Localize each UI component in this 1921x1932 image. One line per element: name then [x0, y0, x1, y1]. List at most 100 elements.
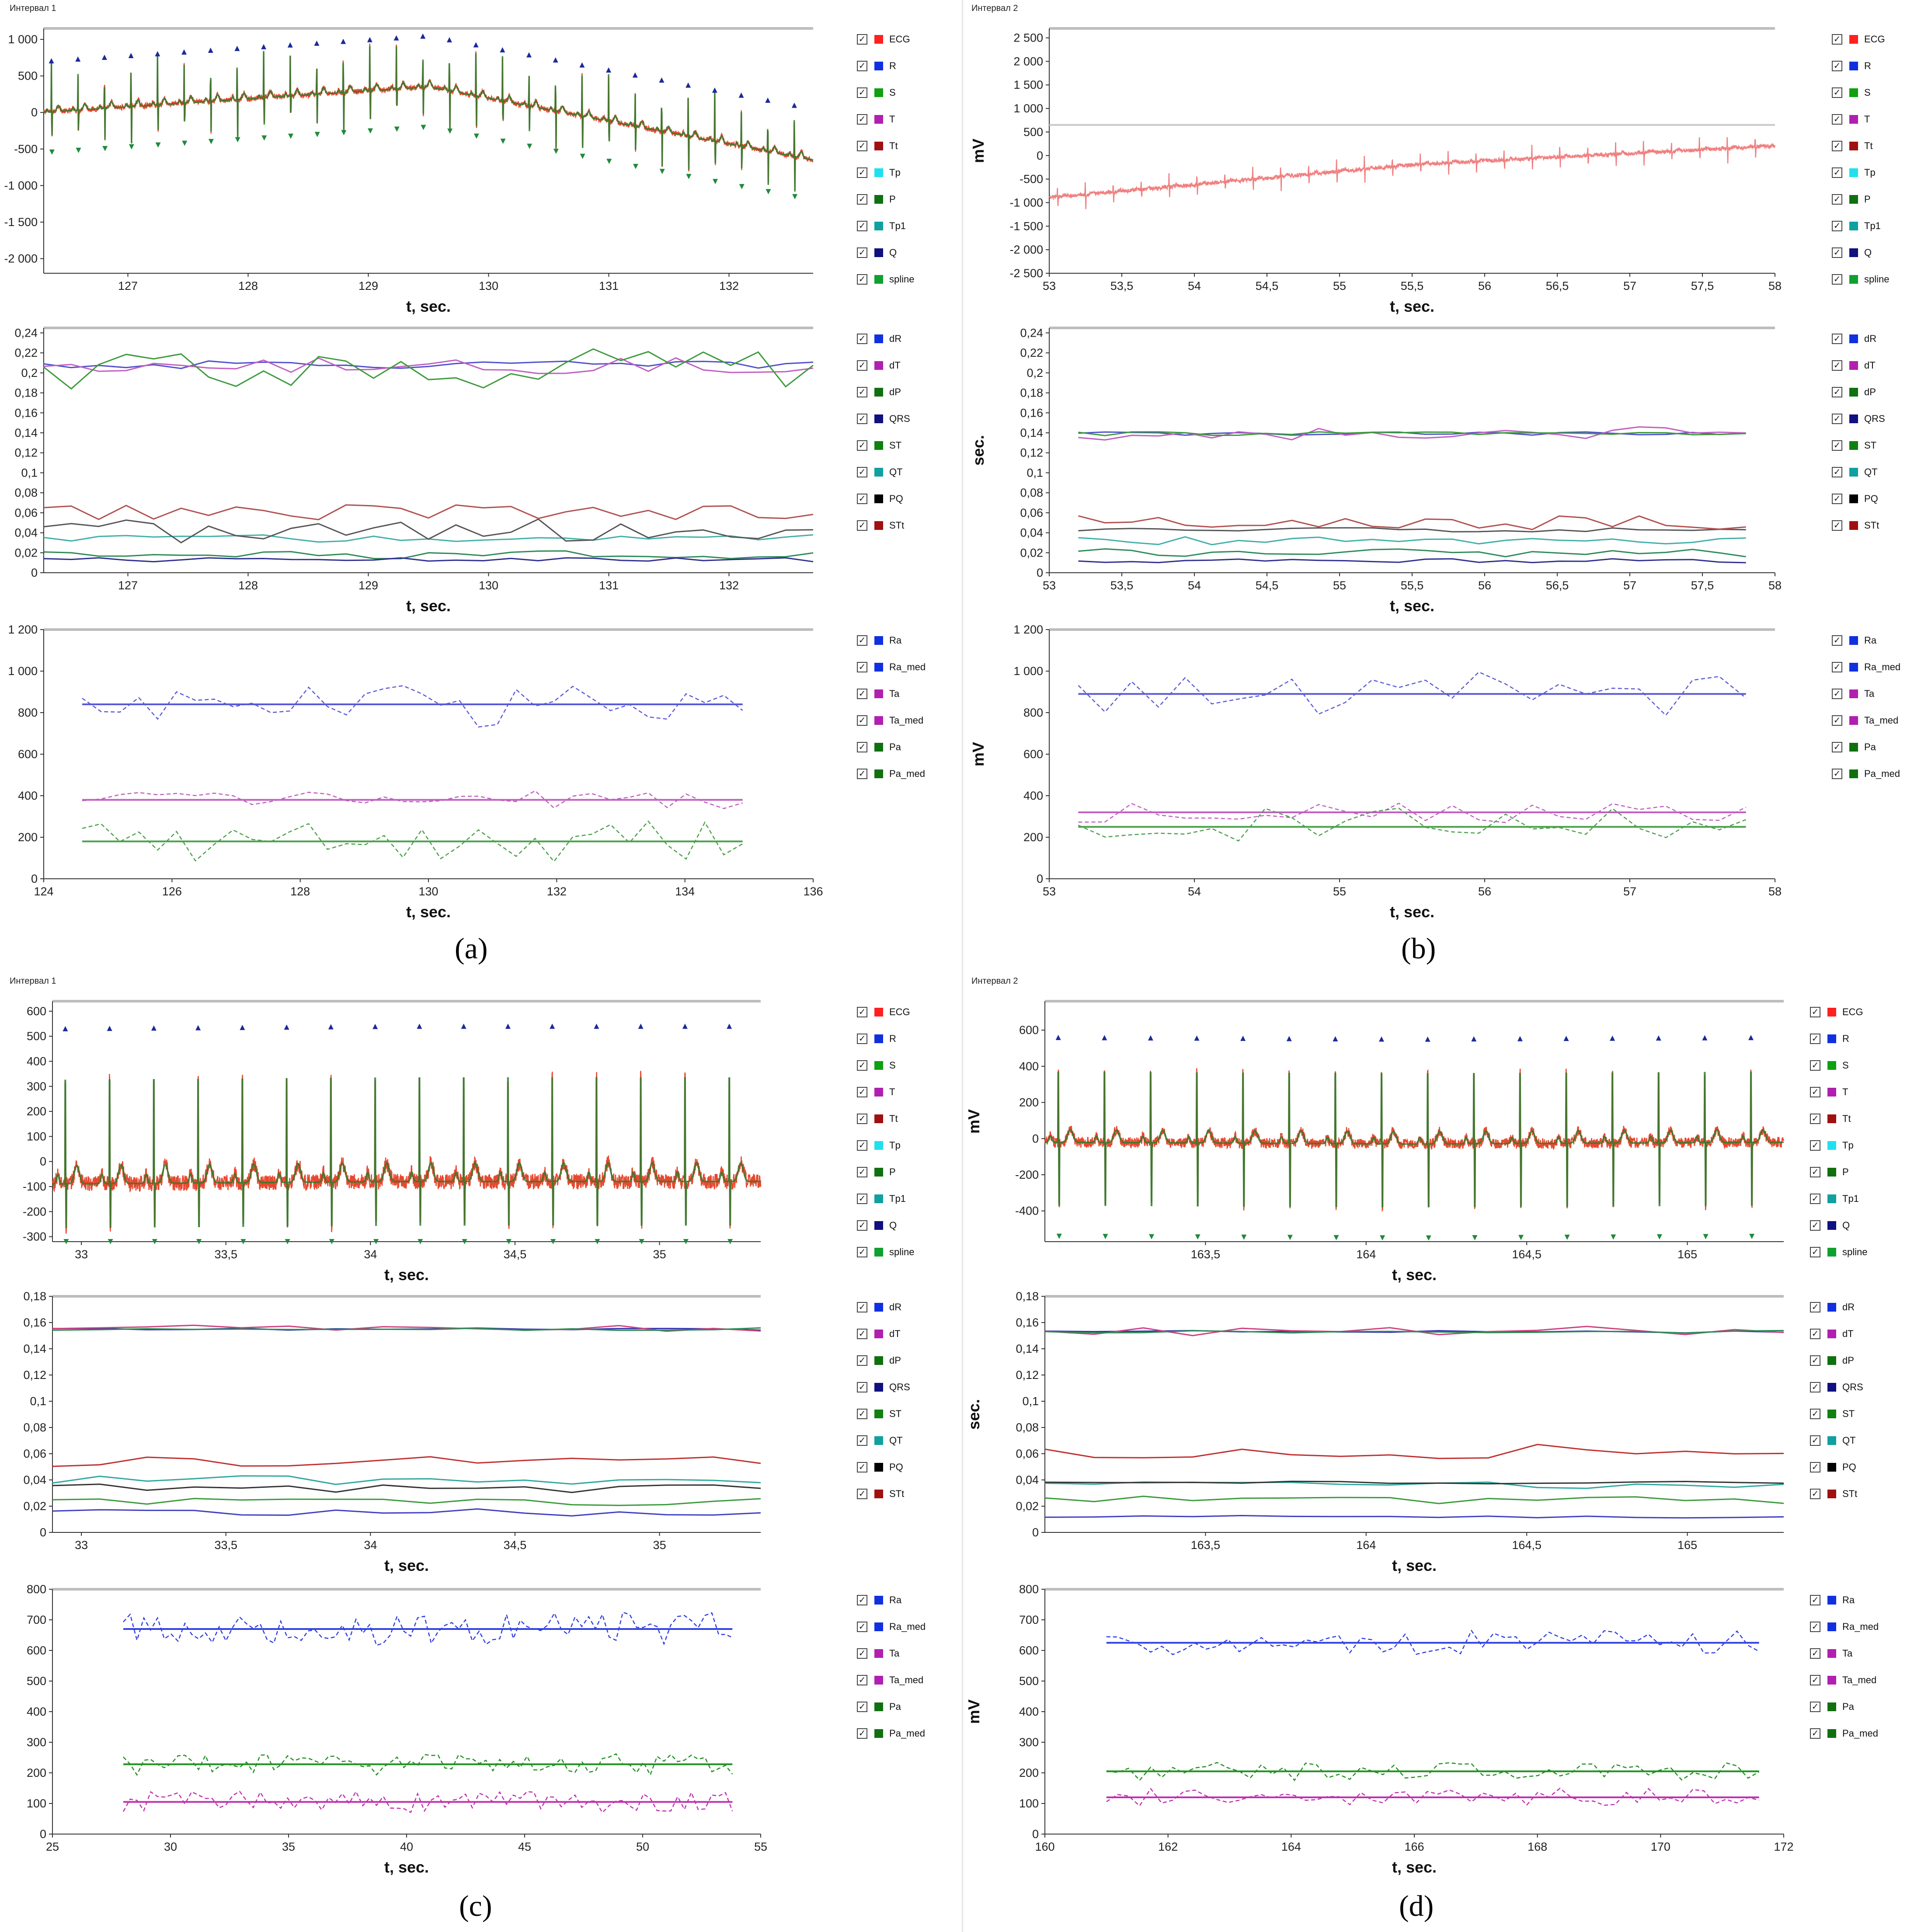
legend-item-ta[interactable]: ✓ Ta — [1832, 687, 1874, 700]
legend-checkbox-icon[interactable]: ✓ — [857, 414, 867, 424]
legend-item-ta_med[interactable]: ✓ Ta_med — [857, 1674, 923, 1687]
legend-item-tt[interactable]: ✓ Tt — [857, 139, 898, 153]
legend-checkbox-icon[interactable]: ✓ — [857, 1382, 867, 1392]
legend-item-spline[interactable]: ✓ spline — [857, 1246, 914, 1259]
legend-item-spline[interactable]: ✓ spline — [1810, 1246, 1867, 1259]
legend-checkbox-icon[interactable]: ✓ — [1810, 1489, 1820, 1499]
legend-checkbox-icon[interactable]: ✓ — [857, 1728, 867, 1739]
legend-item-ecg[interactable]: ✓ ECG — [857, 1006, 910, 1019]
legend-checkbox-icon[interactable]: ✓ — [857, 194, 867, 205]
legend-item-dr[interactable]: ✓ dR — [1810, 1301, 1855, 1314]
legend-checkbox-icon[interactable]: ✓ — [857, 221, 867, 231]
legend-checkbox-icon[interactable]: ✓ — [1832, 167, 1842, 178]
legend-checkbox-icon[interactable]: ✓ — [857, 635, 867, 646]
legend-checkbox-icon[interactable]: ✓ — [1810, 1728, 1820, 1739]
legend-item-qt[interactable]: ✓ QT — [1810, 1434, 1856, 1447]
legend-checkbox-icon[interactable]: ✓ — [1832, 635, 1842, 646]
legend-checkbox-icon[interactable]: ✓ — [857, 662, 867, 672]
legend-checkbox-icon[interactable]: ✓ — [857, 167, 867, 178]
legend-item-pa[interactable]: ✓ Pa — [1810, 1700, 1854, 1713]
legend-item-r[interactable]: ✓ R — [857, 59, 896, 73]
legend-checkbox-icon[interactable]: ✓ — [857, 1007, 867, 1017]
legend-checkbox-icon[interactable]: ✓ — [857, 494, 867, 504]
legend-checkbox-icon[interactable]: ✓ — [1832, 34, 1842, 45]
legend-checkbox-icon[interactable]: ✓ — [1810, 1462, 1820, 1472]
legend-item-st[interactable]: ✓ ST — [1810, 1407, 1855, 1420]
legend-item-pa[interactable]: ✓ Pa — [857, 741, 901, 754]
legend-item-pa_med[interactable]: ✓ Pa_med — [1832, 767, 1900, 780]
legend-checkbox-icon[interactable]: ✓ — [857, 1302, 867, 1312]
legend-checkbox-icon[interactable]: ✓ — [1810, 1622, 1820, 1632]
legend-checkbox-icon[interactable]: ✓ — [857, 1675, 867, 1685]
legend-checkbox-icon[interactable]: ✓ — [857, 360, 867, 371]
legend-item-dr[interactable]: ✓ dR — [857, 1301, 901, 1314]
legend-item-qt[interactable]: ✓ QT — [857, 1434, 903, 1447]
legend-checkbox-icon[interactable]: ✓ — [1810, 1595, 1820, 1605]
legend-item-qrs[interactable]: ✓ QRS — [857, 1381, 910, 1394]
legend-checkbox-icon[interactable]: ✓ — [857, 34, 867, 45]
legend-checkbox-icon[interactable]: ✓ — [1810, 1675, 1820, 1685]
legend-checkbox-icon[interactable]: ✓ — [857, 1702, 867, 1712]
legend-item-dp[interactable]: ✓ dP — [857, 1354, 901, 1367]
legend-item-p[interactable]: ✓ P — [857, 193, 896, 206]
legend-item-pa[interactable]: ✓ Pa — [857, 1700, 901, 1713]
legend-checkbox-icon[interactable]: ✓ — [857, 141, 867, 151]
legend-item-dr[interactable]: ✓ dR — [857, 332, 901, 345]
legend-checkbox-icon[interactable]: ✓ — [1832, 742, 1842, 752]
legend-item-ecg[interactable]: ✓ ECG — [857, 33, 910, 46]
legend-checkbox-icon[interactable]: ✓ — [857, 1595, 867, 1605]
legend-item-qrs[interactable]: ✓ QRS — [857, 412, 910, 425]
legend-checkbox-icon[interactable]: ✓ — [1832, 221, 1842, 231]
legend-item-p[interactable]: ✓ P — [857, 1166, 896, 1179]
legend-checkbox-icon[interactable]: ✓ — [857, 440, 867, 451]
legend-checkbox-icon[interactable]: ✓ — [857, 1355, 867, 1366]
legend-checkbox-icon[interactable]: ✓ — [1832, 662, 1842, 672]
legend-item-tp[interactable]: ✓ Tp — [1832, 166, 1876, 179]
legend-checkbox-icon[interactable]: ✓ — [857, 742, 867, 752]
legend-item-s[interactable]: ✓ S — [1810, 1059, 1849, 1072]
legend-checkbox-icon[interactable]: ✓ — [1810, 1355, 1820, 1366]
legend-item-tt[interactable]: ✓ Tt — [1810, 1112, 1851, 1125]
legend-checkbox-icon[interactable]: ✓ — [1832, 689, 1842, 699]
legend-item-dp[interactable]: ✓ dP — [1832, 386, 1876, 399]
legend-checkbox-icon[interactable]: ✓ — [1832, 414, 1842, 424]
legend-checkbox-icon[interactable]: ✓ — [1810, 1167, 1820, 1177]
legend-item-stt[interactable]: ✓ STt — [1832, 519, 1879, 532]
legend-checkbox-icon[interactable]: ✓ — [857, 1194, 867, 1204]
legend-checkbox-icon[interactable]: ✓ — [1832, 360, 1842, 371]
legend-checkbox-icon[interactable]: ✓ — [1810, 1329, 1820, 1339]
legend-item-t[interactable]: ✓ T — [857, 1086, 895, 1099]
legend-item-stt[interactable]: ✓ STt — [857, 519, 904, 532]
legend-item-tt[interactable]: ✓ Tt — [857, 1112, 898, 1125]
legend-item-tt[interactable]: ✓ Tt — [1832, 139, 1873, 153]
legend-item-ra_med[interactable]: ✓ Ra_med — [857, 1620, 926, 1633]
legend-item-st[interactable]: ✓ ST — [857, 439, 901, 452]
legend-item-stt[interactable]: ✓ STt — [857, 1487, 904, 1500]
legend-item-qrs[interactable]: ✓ QRS — [1810, 1381, 1863, 1394]
legend-checkbox-icon[interactable]: ✓ — [857, 1220, 867, 1231]
legend-checkbox-icon[interactable]: ✓ — [857, 467, 867, 477]
legend-checkbox-icon[interactable]: ✓ — [1810, 1382, 1820, 1392]
legend-item-pq[interactable]: ✓ PQ — [1832, 492, 1878, 505]
legend-item-pq[interactable]: ✓ PQ — [857, 1461, 903, 1474]
legend-checkbox-icon[interactable]: ✓ — [857, 274, 867, 285]
legend-item-dp[interactable]: ✓ dP — [857, 386, 901, 399]
legend-item-qrs[interactable]: ✓ QRS — [1832, 412, 1885, 425]
legend-checkbox-icon[interactable]: ✓ — [857, 1087, 867, 1097]
legend-checkbox-icon[interactable]: ✓ — [1810, 1409, 1820, 1419]
legend-checkbox-icon[interactable]: ✓ — [857, 1409, 867, 1419]
legend-item-ra_med[interactable]: ✓ Ra_med — [1810, 1620, 1879, 1633]
legend-item-ecg[interactable]: ✓ ECG — [1810, 1006, 1863, 1019]
legend-checkbox-icon[interactable]: ✓ — [1810, 1220, 1820, 1231]
legend-checkbox-icon[interactable]: ✓ — [1810, 1435, 1820, 1446]
legend-item-spline[interactable]: ✓ spline — [1832, 273, 1889, 286]
legend-checkbox-icon[interactable]: ✓ — [1810, 1087, 1820, 1097]
legend-checkbox-icon[interactable]: ✓ — [857, 1167, 867, 1177]
legend-checkbox-icon[interactable]: ✓ — [1832, 87, 1842, 98]
legend-item-q[interactable]: ✓ Q — [1832, 246, 1872, 259]
legend-checkbox-icon[interactable]: ✓ — [857, 769, 867, 779]
legend-checkbox-icon[interactable]: ✓ — [1810, 1247, 1820, 1257]
legend-item-ta[interactable]: ✓ Ta — [857, 1647, 899, 1660]
legend-item-ra[interactable]: ✓ Ra — [857, 634, 901, 647]
legend-item-t[interactable]: ✓ T — [1832, 113, 1870, 126]
